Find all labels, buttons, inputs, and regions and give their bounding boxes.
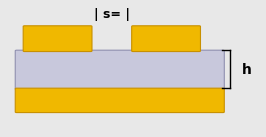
FancyBboxPatch shape (15, 88, 224, 113)
Text: | s= |: | s= | (94, 8, 130, 21)
FancyBboxPatch shape (132, 26, 201, 52)
Text: h: h (242, 63, 251, 77)
FancyBboxPatch shape (23, 26, 92, 52)
FancyBboxPatch shape (15, 50, 224, 89)
